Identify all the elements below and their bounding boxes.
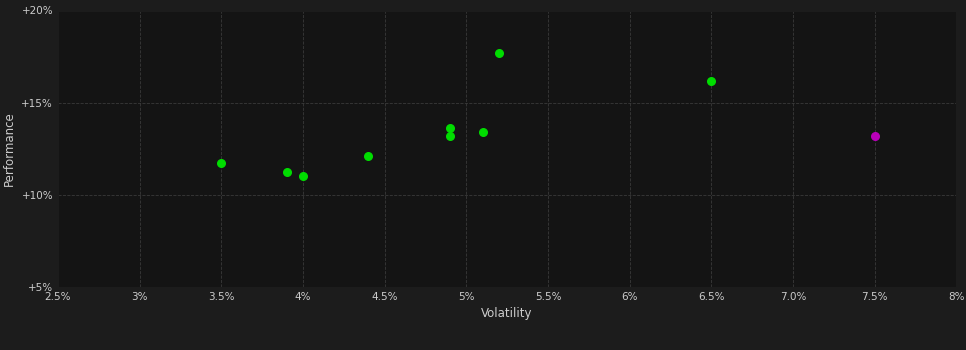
Y-axis label: Performance: Performance — [3, 111, 15, 186]
Point — [492, 50, 507, 56]
Point — [703, 78, 719, 83]
Point — [442, 133, 458, 139]
Point — [279, 169, 295, 175]
Point — [475, 130, 491, 135]
Point — [867, 133, 882, 139]
Point — [296, 174, 311, 179]
Point — [213, 161, 229, 166]
Point — [442, 126, 458, 131]
Point — [360, 153, 376, 159]
X-axis label: Volatility: Volatility — [481, 307, 533, 320]
